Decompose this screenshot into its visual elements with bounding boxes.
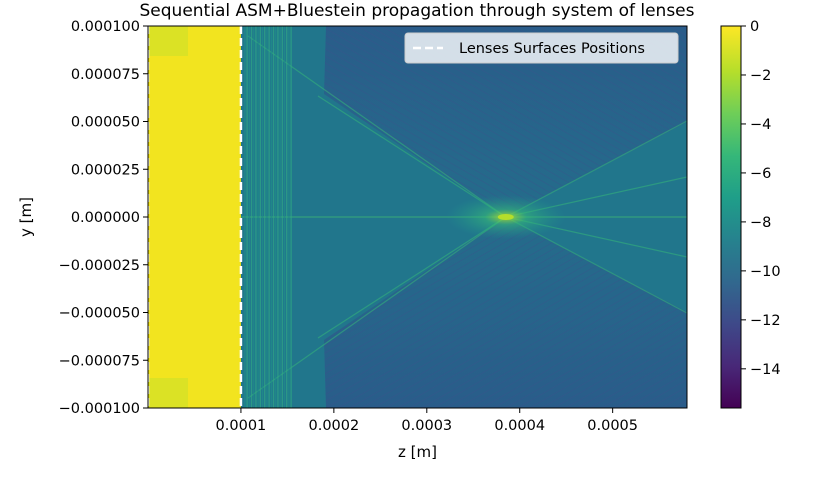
x-tick-label-3: 0.0004 bbox=[494, 418, 545, 434]
x-axis: 0.0001 0.0002 0.0003 0.0004 0.0005 bbox=[216, 408, 638, 434]
x-tick-label-0: 0.0001 bbox=[216, 418, 267, 434]
plot-area bbox=[148, 26, 687, 408]
colorbar-tick-label-6: −12 bbox=[750, 313, 781, 329]
chart-title: Sequential ASM+Bluestein propagation thr… bbox=[140, 1, 695, 21]
y-tick-label-0: 0.000100 bbox=[71, 19, 140, 35]
y-tick-label-5: −0.000025 bbox=[59, 258, 140, 274]
y-tick-label-7: −0.000075 bbox=[59, 353, 140, 369]
legend: Lenses Surfaces Positions bbox=[404, 32, 679, 64]
heatmap-ray-3 bbox=[317, 216, 507, 339]
colorbar-tick-label-0: 0 bbox=[750, 19, 759, 35]
y-tick-label-1: 0.000075 bbox=[71, 67, 140, 83]
colorbar-tick-label-1: −2 bbox=[750, 68, 771, 84]
colorbar-tick-label-3: −6 bbox=[750, 166, 771, 182]
heatmap-lens-corner-bottom bbox=[148, 378, 188, 408]
colorbar-tick-label-7: −14 bbox=[750, 362, 781, 378]
heatmap-focus-spot bbox=[497, 214, 514, 220]
heatmap-lens-corner-top bbox=[148, 26, 188, 56]
colorbar-tick-label-4: −8 bbox=[750, 215, 771, 231]
colorbar-tick-label-2: −4 bbox=[750, 117, 771, 133]
y-tick-label-6: −0.000050 bbox=[59, 306, 140, 322]
x-tick-label-4: 0.0005 bbox=[587, 418, 638, 434]
y-tick-label-4: 0.000000 bbox=[71, 210, 140, 226]
x-tick-label-1: 0.0002 bbox=[308, 418, 359, 434]
heatmap-lens-interior bbox=[148, 26, 241, 408]
colorbar-tick-label-5: −10 bbox=[750, 264, 781, 280]
colorbar: 0 −2 −4 −6 −8 −10 −12 −14 bbox=[720, 19, 781, 409]
y-tick-label-8: −0.000100 bbox=[59, 401, 140, 417]
x-axis-label: z [m] bbox=[398, 443, 437, 461]
y-axis-label: y [m] bbox=[17, 197, 35, 237]
x-tick-label-2: 0.0003 bbox=[401, 418, 452, 434]
y-tick-label-3: 0.000025 bbox=[71, 162, 140, 178]
heatmap-ray-2 bbox=[317, 95, 507, 218]
legend-box bbox=[404, 32, 679, 64]
colorbar-gradient bbox=[720, 25, 742, 409]
y-axis: 0.000100 0.000075 0.000050 0.000025 0.000000… bbox=[59, 19, 148, 417]
y-tick-label-2: 0.000050 bbox=[71, 115, 140, 131]
colorbar-ticks: 0 −2 −4 −6 −8 −10 −12 −14 bbox=[741, 19, 781, 378]
legend-entry-lens-surfaces: Lenses Surfaces Positions bbox=[459, 41, 645, 57]
